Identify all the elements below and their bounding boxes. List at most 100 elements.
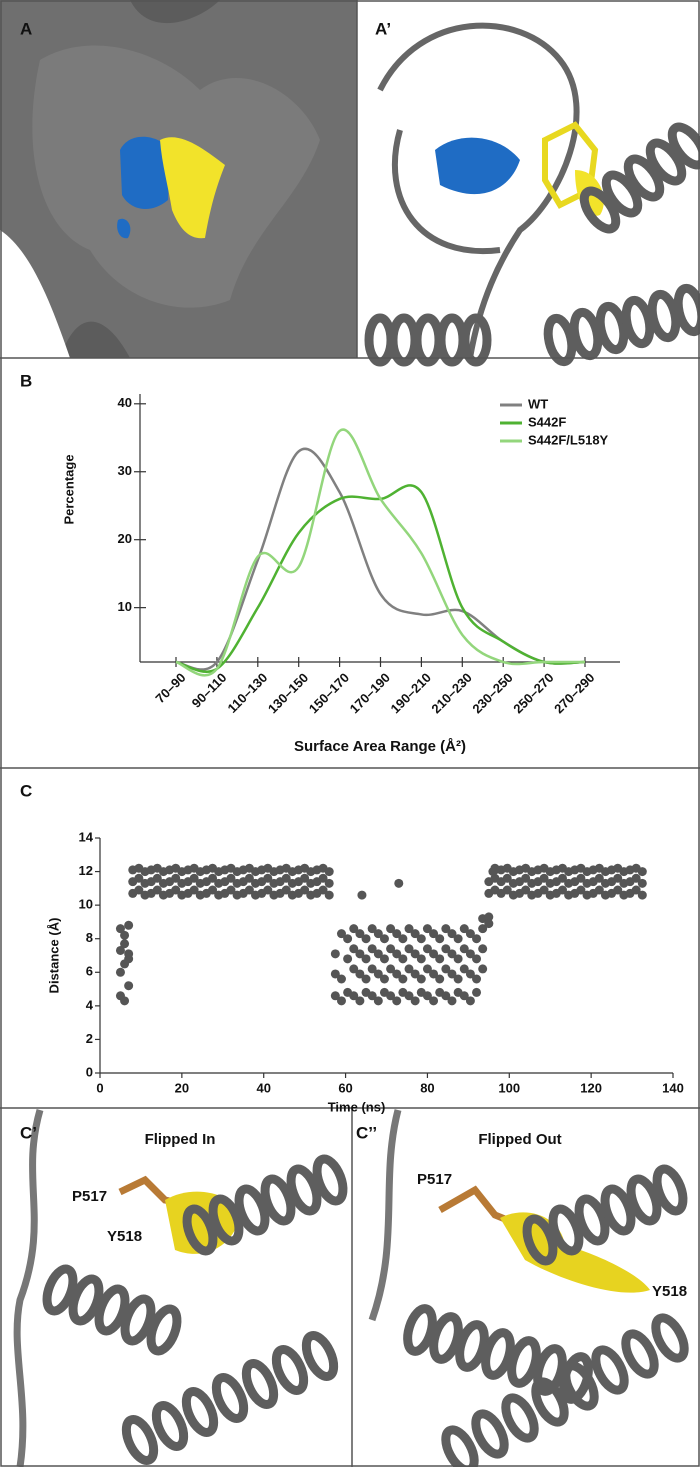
helix-turn: [595, 301, 629, 355]
point: [361, 954, 371, 964]
point: [392, 969, 402, 979]
y-tick-label: 30: [118, 463, 132, 478]
legend-label: S442F: [528, 414, 566, 429]
point: [330, 949, 340, 959]
point: [386, 991, 396, 1001]
helix-turn: [667, 122, 700, 170]
point: [355, 929, 365, 939]
point: [613, 885, 623, 895]
helix-turn: [412, 313, 444, 367]
helix-turn: [241, 1359, 279, 1409]
helix-turn: [211, 1373, 249, 1423]
point: [404, 944, 414, 954]
point: [263, 873, 273, 883]
point: [318, 873, 328, 883]
point: [226, 885, 236, 895]
point: [410, 949, 420, 959]
point: [171, 873, 181, 883]
point: [367, 944, 377, 954]
helix-turn: [120, 1294, 156, 1346]
panel-label: C: [20, 781, 32, 800]
x-axis-label: Surface Area Range (Å²): [294, 738, 466, 755]
point: [355, 969, 365, 979]
point: [124, 949, 134, 959]
helix-turn: [94, 1284, 130, 1336]
point: [171, 885, 181, 895]
x-tick-label: 70–90: [152, 670, 188, 706]
point: [453, 954, 463, 964]
helix-turn: [601, 170, 643, 218]
point: [459, 991, 469, 1001]
point: [465, 996, 475, 1006]
helix-turn: [548, 1204, 584, 1256]
y-tick-label: 6: [86, 964, 93, 979]
point: [404, 964, 414, 974]
helix-turn: [151, 1401, 189, 1451]
helix-turn: [121, 1415, 159, 1465]
panel-label: B: [20, 371, 32, 390]
helix-turn: [301, 1331, 339, 1381]
point: [349, 964, 359, 974]
point: [208, 873, 218, 883]
panel-label: A’: [375, 19, 391, 38]
helix-turn: [271, 1345, 309, 1395]
point: [637, 890, 647, 900]
point: [244, 873, 254, 883]
point: [557, 873, 567, 883]
x-tick-label: 230–250: [469, 670, 515, 716]
point: [447, 996, 457, 1006]
point: [422, 924, 432, 934]
helix-turn: [286, 1164, 322, 1216]
x-tick-label: 40: [256, 1080, 270, 1095]
helix-turn: [569, 307, 603, 361]
y-tick-label: 10: [118, 599, 132, 614]
point: [115, 924, 125, 934]
x-tick-label: 130–150: [265, 670, 311, 716]
panel-labels: A A’ C’ C’’ Flipped In Flipped Out P517 …: [20, 19, 687, 1299]
point: [576, 885, 586, 895]
point: [189, 873, 199, 883]
point: [539, 885, 549, 895]
x-tick-label: 250–270: [510, 670, 556, 716]
helix-turn: [403, 1304, 437, 1356]
point: [367, 991, 377, 1001]
point: [631, 873, 641, 883]
point: [631, 885, 641, 895]
point: [416, 934, 426, 944]
helix-turn: [42, 1264, 78, 1316]
point: [502, 885, 512, 895]
helix-turn: [626, 1174, 662, 1226]
x-tick-label: 190–210: [388, 670, 434, 716]
helix-turn: [429, 1312, 463, 1364]
point: [392, 929, 402, 939]
point: [576, 873, 586, 883]
point: [394, 878, 404, 888]
helix-turn: [591, 1345, 629, 1395]
point: [410, 969, 420, 979]
helix-turn: [651, 1313, 689, 1363]
point: [441, 991, 451, 1001]
point: [379, 954, 389, 964]
point: [386, 964, 396, 974]
point: [281, 873, 291, 883]
helix-turn: [312, 1154, 348, 1206]
point: [189, 885, 199, 895]
series-line: [175, 447, 586, 671]
point: [557, 885, 567, 895]
point: [120, 930, 130, 940]
point: [300, 873, 310, 883]
point: [465, 969, 475, 979]
helix-turn: [455, 1320, 489, 1372]
helix-turn: [673, 283, 700, 337]
helix-turn: [471, 1409, 509, 1459]
series-line: [175, 484, 586, 673]
point: [379, 974, 389, 984]
x-tick-label: 170–190: [347, 670, 393, 716]
y-tick-label: 12: [79, 863, 93, 878]
panel-title: Flipped In: [145, 1131, 216, 1148]
point: [429, 996, 439, 1006]
panel-label: A: [20, 19, 32, 38]
point: [637, 878, 647, 888]
